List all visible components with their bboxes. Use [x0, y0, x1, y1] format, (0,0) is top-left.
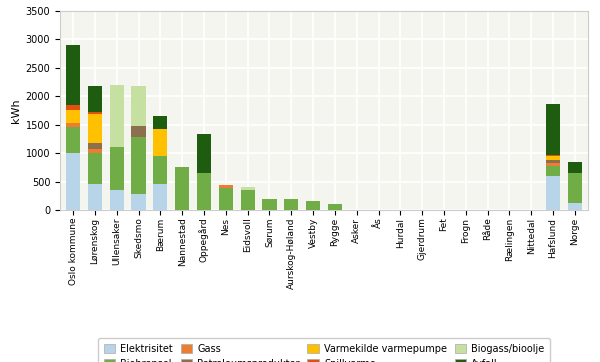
Bar — [88, 86, 102, 111]
Bar — [219, 188, 233, 210]
Bar — [197, 134, 211, 173]
Bar — [284, 199, 298, 210]
Bar — [66, 153, 80, 210]
Bar — [568, 173, 582, 203]
Bar — [568, 203, 582, 210]
Bar — [88, 153, 102, 184]
Bar — [110, 190, 124, 210]
Bar — [88, 114, 102, 143]
Legend: Elektrisitet, Biobrensel, Gass, Petroleumsprodukter, Varmekilde varmepumpe, Spil: Elektrisitet, Biobrensel, Gass, Petroleu… — [98, 338, 550, 362]
Bar — [66, 127, 80, 153]
Bar — [153, 129, 167, 156]
Bar — [568, 161, 582, 173]
Y-axis label: kWh: kWh — [11, 98, 22, 123]
Bar — [88, 111, 102, 114]
Bar — [88, 184, 102, 210]
Bar — [241, 187, 255, 190]
Bar — [306, 201, 320, 210]
Bar — [88, 148, 102, 153]
Bar — [197, 173, 211, 210]
Bar — [66, 45, 80, 105]
Bar — [546, 176, 560, 210]
Bar — [546, 155, 560, 156]
Bar — [66, 123, 80, 127]
Bar — [131, 137, 146, 194]
Bar — [131, 194, 146, 210]
Bar — [219, 185, 233, 188]
Bar — [153, 184, 167, 210]
Bar — [328, 204, 342, 210]
Bar — [175, 167, 189, 210]
Bar — [546, 104, 560, 155]
Bar — [241, 190, 255, 210]
Bar — [110, 147, 124, 190]
Bar — [262, 199, 277, 210]
Bar — [546, 165, 560, 176]
Bar — [546, 163, 560, 165]
Bar — [546, 156, 560, 160]
Bar — [131, 126, 146, 137]
Bar — [66, 105, 80, 110]
Bar — [88, 143, 102, 148]
Bar — [153, 156, 167, 184]
Bar — [546, 160, 560, 163]
Bar — [131, 86, 146, 126]
Bar — [153, 115, 167, 129]
Bar — [66, 110, 80, 123]
Bar — [110, 85, 124, 147]
